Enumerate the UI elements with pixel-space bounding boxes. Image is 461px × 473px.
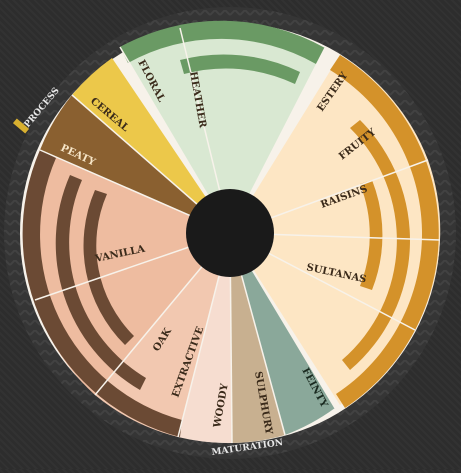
wedge-sultanas[interactable] [230,233,415,405]
wedge-peaty[interactable] [40,95,230,233]
green-top-band [120,20,325,65]
wedge-oak[interactable] [35,233,230,395]
wedge-cereal[interactable] [72,58,230,233]
wedge-extractive[interactable] [95,233,230,437]
center-hub [186,189,274,277]
wedge-woody[interactable] [178,233,232,444]
heather-inner-band [180,54,300,84]
orange-inner-band [342,120,410,370]
orange-outer-band [330,55,439,408]
brown-inner-band [55,175,147,390]
wedges-group [22,20,441,444]
process-marker [12,118,30,134]
wedge-floral[interactable] [120,28,230,233]
vanilla-band [83,190,134,345]
brown-outer-band [22,150,183,437]
wedge-feinty[interactable] [230,233,335,435]
raisins-band [360,180,383,290]
